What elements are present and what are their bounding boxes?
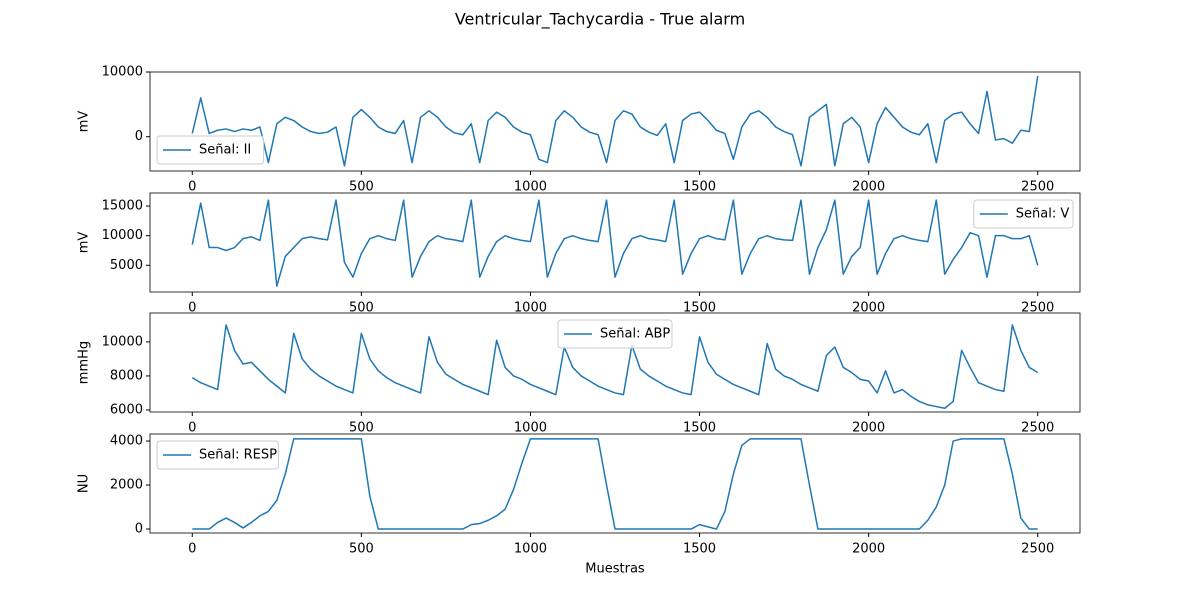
y-tick-label: 10000	[102, 228, 143, 243]
x-tick-label: 0	[188, 180, 196, 195]
y-tick-label: 6000	[110, 402, 143, 417]
y-axis-label: mV	[77, 111, 92, 133]
x-tick-label: 500	[349, 301, 374, 316]
legend: Señal: V	[973, 199, 1074, 229]
y-axis-label: mV	[77, 232, 92, 254]
x-tick-label: 2000	[852, 542, 885, 557]
legend: Señal: II	[156, 135, 265, 165]
x-tick-label: 2000	[852, 421, 885, 436]
x-tick-label: 500	[349, 542, 374, 557]
x-tick-label: 1500	[683, 180, 716, 195]
axes-frame	[149, 192, 1081, 293]
legend: Señal: ABP	[557, 319, 673, 349]
y-tick-label: 4000	[110, 434, 143, 449]
legend-label: Señal: RESP	[199, 448, 277, 463]
x-tick-label: 2500	[1021, 421, 1054, 436]
legend-label: Señal: ABP	[600, 327, 670, 342]
x-tick-label: 1500	[683, 301, 716, 316]
x-tick-label: 2000	[852, 180, 885, 195]
legend-box	[156, 440, 279, 470]
y-tick-label: 8000	[110, 368, 143, 383]
x-tick-label: 2500	[1021, 301, 1054, 316]
y-axis-label: mmHg	[77, 341, 92, 384]
axes-frame	[149, 312, 1081, 413]
x-tick-label: 500	[349, 421, 374, 436]
subplot: 0 500 1000 1500 2000 2500 0 2000 4000 NU Muestras S…	[77, 434, 1081, 577]
x-tick-label: 0	[188, 542, 196, 557]
subplot: 0 500 1000 1500 2000 2500 0 10000 mV Señal: II	[77, 65, 1081, 195]
y-tick-label: 5000	[110, 258, 143, 273]
y-tick-label: 0	[135, 129, 143, 144]
axes-frame	[149, 71, 1081, 172]
y-tick-label: 2000	[110, 478, 143, 493]
y-tick-label: 10000	[102, 65, 143, 80]
legend-box	[156, 135, 265, 165]
subplot: 0 500 1000 1500 2000 2500 5000 10000 15000 mV Seña…	[77, 192, 1081, 316]
x-tick-label: 2500	[1021, 542, 1054, 557]
y-tick-label: 15000	[102, 199, 143, 214]
y-tick-label: 0	[135, 522, 143, 537]
axes-frame	[149, 433, 1081, 534]
legend: Señal: RESP	[156, 440, 279, 470]
y-axis-label: NU	[77, 474, 92, 493]
x-tick-label: 2000	[852, 301, 885, 316]
series-line	[192, 438, 1038, 530]
x-tick-label: 1500	[683, 421, 716, 436]
x-tick-label: 0	[188, 301, 196, 316]
x-tick-label: 500	[349, 180, 374, 195]
series-line	[191, 324, 1039, 410]
x-tick-label: 1000	[514, 301, 547, 316]
x-tick-label: 2500	[1021, 180, 1054, 195]
legend-box	[973, 199, 1074, 229]
x-tick-label: 1000	[514, 421, 547, 436]
y-tick-label: 10000	[102, 334, 143, 349]
figure-title: Ventricular_Tachycardia - True alarm	[455, 10, 745, 30]
x-tick-label: 1000	[514, 542, 547, 557]
x-tick-label: 0	[188, 421, 196, 436]
x-axis-label: Muestras	[585, 562, 645, 577]
legend-label: Señal: V	[1016, 207, 1070, 222]
x-tick-label: 1000	[514, 180, 547, 195]
legend-box	[557, 319, 673, 349]
series-line	[191, 199, 1039, 287]
legend-label: Señal: II	[199, 143, 251, 158]
subplot: 0 500 1000 1500 2000 2500 6000 8000 10000 mmHg Señ…	[77, 312, 1081, 436]
series-line	[191, 75, 1039, 167]
x-tick-label: 1500	[683, 542, 716, 557]
